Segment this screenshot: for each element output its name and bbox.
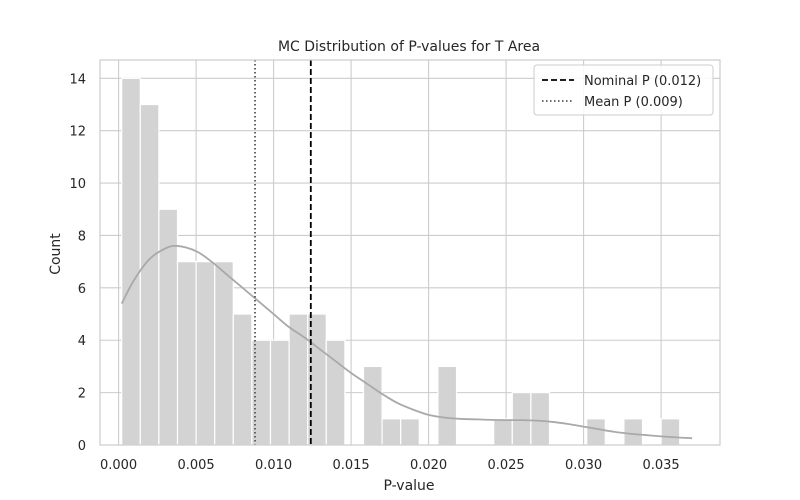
histogram-bar [232, 313, 253, 446]
y-tick-label: 0 [78, 439, 86, 454]
plot-frame [99, 59, 721, 446]
x-tick-label: 0.025 [487, 458, 524, 473]
y-tick-label: 4 [78, 334, 86, 349]
histogram-bar [139, 103, 160, 446]
histogram-bar [493, 418, 513, 446]
x-tick-label: 0.015 [332, 458, 369, 473]
histogram-bars [121, 77, 681, 446]
kde-curve [120, 244, 693, 440]
histogram-bar [437, 365, 458, 446]
y-tick-label: 12 [69, 125, 86, 140]
y-tick-label: 2 [78, 387, 86, 402]
y-tick-label: 6 [78, 282, 86, 297]
y-tick-label: 14 [69, 72, 86, 87]
x-tick-label: 0.020 [410, 458, 447, 473]
histogram-bar [530, 392, 551, 446]
histogram-bar [400, 418, 420, 446]
y-tick-label: 10 [69, 177, 86, 192]
histogram-bar [586, 418, 606, 446]
y-tick-label: 8 [78, 229, 86, 244]
legend-mean-label: Mean P (0.009) [584, 95, 683, 110]
histogram-bar [269, 339, 290, 446]
kde-curve-layer [120, 244, 693, 440]
x-tick-label: 0.035 [642, 458, 679, 473]
histogram-bar [381, 418, 402, 446]
x-tick-label: 0.005 [177, 458, 214, 473]
legend: Nominal P (0.012) Mean P (0.009) [533, 64, 714, 116]
histogram-bar [623, 418, 644, 446]
x-axis-label: P-value [383, 478, 434, 494]
histogram-bar [660, 418, 681, 446]
x-tick-label: 0.000 [100, 458, 137, 473]
histogram-bar [121, 77, 141, 446]
histogram-bar [214, 261, 234, 446]
y-axis-label: Count [48, 233, 64, 275]
histogram-bar [195, 261, 216, 446]
histogram-bar [511, 392, 532, 446]
histogram-bar [158, 208, 179, 446]
x-tick-label: 0.010 [255, 458, 292, 473]
legend-nominal-label: Nominal P (0.012) [584, 74, 701, 89]
x-axis-ticks: 0.000 0.005 0.010 0.015 0.020 0.025 0.030 0.035 [100, 458, 680, 473]
reference-lines [254, 60, 312, 445]
x-tick-label: 0.030 [565, 458, 602, 473]
histogram-bar [176, 261, 197, 446]
legend-box [533, 64, 714, 116]
chart-title: MC Distribution of P-values for T Area [278, 39, 540, 55]
histogram-bar [362, 365, 383, 446]
y-axis-ticks: 0 2 4 6 8 10 12 14 [69, 72, 86, 454]
